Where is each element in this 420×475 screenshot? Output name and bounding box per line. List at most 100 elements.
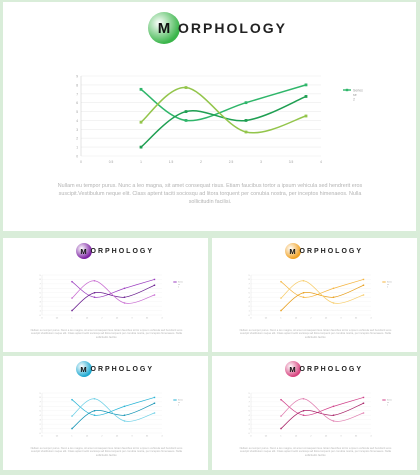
data-point [71,427,73,430]
data-point [280,280,282,283]
legend-marker [174,281,176,283]
legend-label: 2 [178,286,179,288]
legend-label: Series [178,281,183,284]
y-tick-label: 1 [40,310,41,312]
legend-label: se [387,284,389,286]
y-tick-label: 7 [76,92,78,96]
logo-circle: M [284,243,301,259]
x-tick-label: 3.5 [146,318,148,320]
data-point [332,405,335,408]
data-point [93,410,96,412]
data-point [362,402,365,404]
x-tick-label: 3 [341,436,342,438]
x-tick-label: 1.5 [86,318,88,320]
y-tick-label: 6 [76,101,78,105]
x-tick-label: 2.5 [116,318,118,320]
data-point [153,402,156,404]
y-tick-label: 8 [40,279,41,281]
x-tick-label: 2 [102,436,103,438]
data-point [93,280,96,282]
y-tick-label: 8 [249,397,250,399]
data-point [302,292,305,294]
y-tick-label: 2 [76,137,78,141]
y-tick-label: 0 [249,315,250,317]
y-tick-label: 9 [76,75,78,79]
page-title: ORPHOLOGY [299,247,364,255]
body-paragraph: Nullam eu tempor purus. Nunc a leo magna… [30,446,183,458]
y-tick-label: 5 [249,411,250,413]
data-point [184,86,188,89]
x-tick-label: 1.5 [295,318,297,320]
x-tick-label: 3.5 [146,436,148,438]
data-point [302,280,305,282]
data-point [139,145,143,149]
data-point [332,420,335,422]
series-line [280,398,364,422]
data-point [123,405,126,408]
x-tick-label: 1.5 [169,160,174,164]
x-tick-label: 1.5 [86,436,88,438]
y-tick-label: 2 [40,306,41,308]
data-point [332,287,335,290]
y-tick-label: 0 [76,155,78,159]
x-tick-label: 0.5 [56,436,58,438]
slide-purple[interactable]: M ORPHOLOGY 0 1 2 3 4 5 6 7 8 9 0 0.5 1 1.5 2 2.5 3 3.5 4 Ser… [3,238,208,352]
series-line [280,280,364,304]
x-tick-label: 1.5 [295,436,297,438]
title-row: M ORPHOLOGY [75,361,155,377]
x-tick-label: 0.5 [265,436,267,438]
y-tick-label: 8 [76,83,78,87]
data-point [244,130,248,134]
data-point [153,412,156,414]
legend-label: 2 [353,98,355,102]
data-point [184,119,188,122]
data-point [153,278,156,281]
x-tick-label: 3.5 [289,160,294,164]
x-tick-label: 1 [72,436,73,438]
legend-label: Series [178,399,183,402]
series-line [140,86,307,134]
y-tick-label: 5 [249,293,250,295]
data-point [332,296,335,298]
x-tick-label: 4 [162,318,163,320]
data-point [280,297,282,299]
x-tick-label: 2 [311,436,312,438]
x-tick-label: 3 [132,318,133,320]
y-tick-label: 7 [40,284,41,286]
y-tick-label: 3 [76,128,78,132]
y-tick-label: 4 [249,415,250,417]
legend-label: se [178,402,180,404]
x-tick-label: 0 [42,318,43,320]
legend-label: se [353,93,357,97]
x-tick-label: 1 [281,318,282,320]
y-tick-label: 0 [249,433,250,435]
legend-label: 2 [387,404,388,406]
data-point [153,396,156,399]
data-point [139,87,143,91]
legend-label: 2 [178,404,179,406]
slide-pink[interactable]: M ORPHOLOGY 0 1 2 3 4 5 6 7 8 9 0 0.5 1 1.5 2 2.5 3 3.5 4 Ser… [212,356,417,470]
data-point [71,415,73,417]
slide-main[interactable]: M ORPHOLOGY 0 1 2 3 4 5 6 7 8 9 0 0.5 1 1.5 2 2.5 3 3.5 4 Ser… [3,2,416,231]
y-tick-label: 2 [249,424,250,426]
data-point [139,120,143,124]
data-point [123,302,126,304]
x-tick-label: 4 [371,436,372,438]
slide-cyan[interactable]: M ORPHOLOGY 0 1 2 3 4 5 6 7 8 9 0 0.5 1 1.5 2 2.5 3 3.5 4 Ser… [3,356,208,470]
y-tick-label: 6 [249,288,250,290]
data-point [93,398,96,400]
y-tick-label: 0 [40,433,41,435]
slide-orange[interactable]: M ORPHOLOGY 0 1 2 3 4 5 6 7 8 9 0 0.5 1 1.5 2 2.5 3 3.5 4 Ser… [212,238,417,352]
data-point [153,294,156,296]
y-tick-label: 4 [40,415,41,417]
title-row: M ORPHOLOGY [284,243,364,259]
page-title: ORPHOLOGY [90,365,155,373]
legend-label: se [178,284,180,286]
legend-marker [383,281,385,283]
y-tick-label: 3 [249,301,250,303]
data-point [362,412,365,414]
title-row: M ORPHOLOGY [284,361,364,377]
logo-circle: M [148,12,180,44]
series-line [140,95,307,148]
